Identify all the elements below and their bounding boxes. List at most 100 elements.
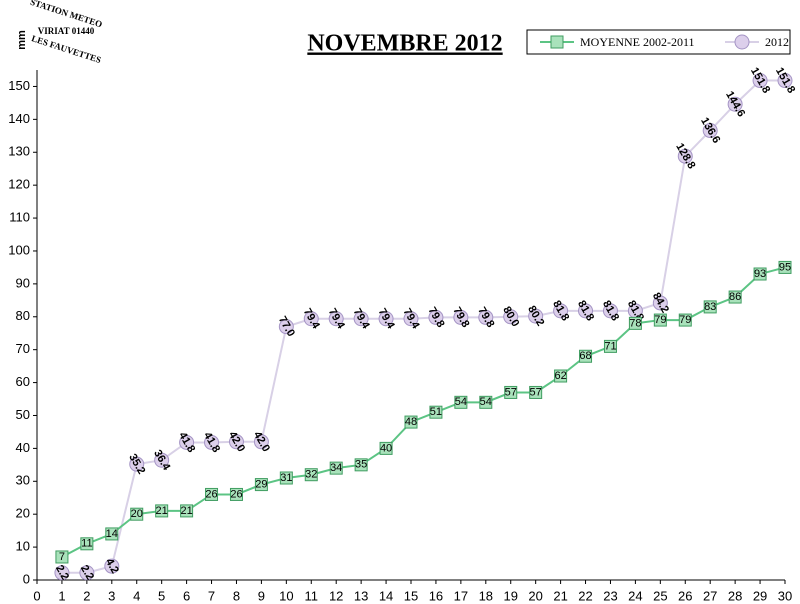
data-label: 32	[305, 469, 317, 481]
marker	[329, 461, 343, 475]
data-label: 54	[480, 396, 492, 408]
marker	[354, 458, 368, 472]
data-label: 14	[106, 528, 118, 540]
marker	[777, 73, 793, 89]
x-tick-label: 1	[58, 588, 65, 603]
data-label: 78	[629, 317, 641, 329]
marker	[228, 434, 244, 450]
data-label: 31	[280, 472, 292, 484]
y-tick-label: 110	[9, 210, 30, 225]
data-label: 95	[779, 261, 791, 273]
marker	[734, 34, 750, 50]
x-tick-label: 8	[233, 588, 240, 603]
marker	[752, 73, 768, 89]
x-tick-label: 7	[208, 588, 215, 603]
data-label: 29	[255, 478, 267, 490]
data-label: 71	[604, 340, 616, 352]
marker	[753, 267, 767, 281]
data-label: 11	[81, 538, 92, 550]
marker	[553, 303, 569, 319]
x-tick-label: 12	[329, 588, 343, 603]
legend-label: 2012	[765, 35, 789, 49]
y-axis-label: mm	[16, 30, 28, 50]
marker	[578, 303, 594, 319]
x-tick-label: 30	[778, 588, 792, 603]
marker	[204, 434, 220, 450]
x-tick-label: 20	[528, 588, 542, 603]
marker	[628, 316, 642, 330]
marker	[179, 434, 195, 450]
marker	[478, 309, 494, 325]
x-tick-label: 26	[678, 588, 692, 603]
marker	[603, 339, 617, 353]
data-label: 40	[380, 442, 392, 454]
marker	[429, 405, 443, 419]
x-tick-label: 17	[454, 588, 468, 603]
marker	[528, 308, 544, 324]
marker	[105, 527, 119, 541]
x-tick-label: 19	[503, 588, 517, 603]
marker	[678, 313, 692, 327]
logo-text: VIRIAT 01440	[38, 26, 95, 36]
y-tick-label: 50	[16, 407, 30, 422]
marker	[379, 441, 393, 455]
marker	[550, 35, 564, 49]
marker	[229, 487, 243, 501]
marker	[653, 313, 667, 327]
marker	[304, 468, 318, 482]
x-tick-label: 10	[279, 588, 293, 603]
marker	[79, 565, 95, 581]
y-tick-label: 150	[8, 78, 30, 93]
marker	[303, 311, 319, 327]
marker	[353, 311, 369, 327]
data-label: 21	[156, 505, 168, 517]
marker	[503, 309, 519, 325]
x-tick-label: 23	[603, 588, 617, 603]
marker	[602, 303, 618, 319]
marker	[278, 319, 294, 335]
data-label: 51	[430, 406, 442, 418]
marker	[504, 385, 518, 399]
x-tick-label: 29	[753, 588, 767, 603]
marker	[677, 148, 693, 164]
data-label: 21	[180, 505, 192, 517]
y-tick-label: 0	[23, 571, 30, 586]
x-tick-label: 4	[133, 588, 140, 603]
data-label: 26	[230, 488, 242, 500]
x-tick-label: 11	[305, 588, 319, 603]
marker	[728, 290, 742, 304]
y-tick-label: 80	[16, 308, 30, 323]
marker	[279, 471, 293, 485]
marker	[54, 565, 70, 581]
data-label: 68	[579, 350, 591, 362]
legend-label: MOYENNE 2002-2011	[580, 35, 695, 49]
x-tick-label: 9	[258, 588, 265, 603]
marker	[403, 311, 419, 327]
y-tick-label: 140	[8, 111, 30, 126]
marker	[703, 300, 717, 314]
y-tick-label: 120	[8, 177, 30, 192]
data-label: 48	[405, 416, 417, 428]
marker	[155, 504, 169, 518]
marker	[80, 537, 94, 551]
data-label: 83	[704, 301, 716, 313]
marker	[253, 434, 269, 450]
marker	[404, 415, 418, 429]
marker	[579, 349, 593, 363]
marker	[205, 487, 219, 501]
y-tick-label: 40	[16, 440, 30, 455]
x-tick-label: 6	[183, 588, 190, 603]
y-tick-label: 60	[16, 374, 30, 389]
x-tick-label: 18	[479, 588, 493, 603]
y-tick-label: 100	[8, 242, 30, 257]
marker	[454, 395, 468, 409]
marker	[378, 311, 394, 327]
data-label: 62	[554, 370, 566, 382]
x-tick-label: 24	[628, 588, 642, 603]
marker	[428, 309, 444, 325]
marker	[328, 311, 344, 327]
x-tick-label: 2	[83, 588, 90, 603]
marker	[254, 478, 268, 492]
